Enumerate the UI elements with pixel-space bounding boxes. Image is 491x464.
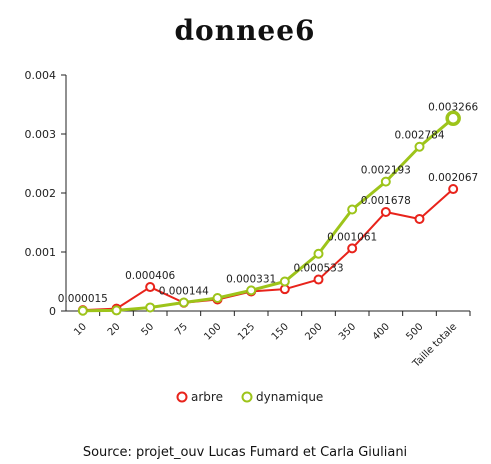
data-point-arbre (347, 243, 358, 254)
series-points (77, 110, 461, 316)
data-label-arbre: 0.000533 (293, 263, 343, 275)
data-label-dynamique: 0.002784 (394, 130, 444, 142)
legend-item-dynamique[interactable]: dynamique (241, 390, 324, 404)
data-point-dynamique (178, 297, 189, 308)
data-point-arbre (414, 213, 425, 224)
data-point-dynamique (111, 305, 122, 316)
series-line-arbre (82, 188, 454, 312)
data-label-arbre: 0.001061 (327, 231, 377, 243)
data-point-dynamique (347, 204, 358, 215)
y-tick-label: 0.002 (25, 187, 57, 200)
data-label-dynamique: 0.002193 (361, 165, 411, 177)
x-tick-label: 350 (337, 321, 358, 342)
legend-item-arbre[interactable]: arbre (176, 390, 223, 404)
data-label-dynamique: 0.003266 (428, 101, 478, 113)
data-point-dynamique (380, 176, 391, 187)
data-labels: 0.000015 0.000406 0.000533 0.001061 0.001678… (58, 101, 479, 305)
data-point-arbre (380, 206, 391, 217)
data-label-dynamique: 0.000331 (226, 273, 276, 285)
data-point-dynamique (313, 248, 324, 259)
y-tick-label: 0.001 (25, 246, 57, 259)
x-tick-label: 500 (404, 321, 425, 342)
y-tick-label: 0 (49, 305, 56, 318)
x-tick-label: 100 (202, 321, 223, 342)
x-tick-label: 400 (371, 321, 392, 342)
data-point-dynamique (145, 302, 156, 313)
x-tick-label: 10 (72, 321, 89, 338)
chart-source: Source: projet_ouv Lucas Fumard et Carla… (83, 445, 407, 460)
data-point-dynamique (246, 285, 257, 296)
chart-axes: 0 0.001 0.002 0.003 0.004 10 20 50 75 100 125 150 20… (25, 69, 471, 370)
data-label-arbre: 0.002067 (428, 172, 478, 184)
x-tick-label: 20 (106, 321, 123, 338)
data-point-dynamique (445, 110, 461, 127)
legend-marker (241, 391, 253, 403)
data-label-arbre: 0.000015 (58, 293, 108, 305)
legend-label: dynamique (256, 390, 323, 404)
x-tick-label: 50 (140, 321, 157, 338)
data-point-dynamique (414, 141, 425, 152)
series-lines (82, 117, 455, 313)
data-label-arbre: 0.000406 (125, 270, 175, 282)
data-label-dynamique: 0.000144 (159, 286, 209, 298)
x-tick-label: 200 (303, 321, 324, 342)
y-tick-label: 0.004 (25, 69, 57, 82)
data-point-dynamique (77, 305, 88, 316)
x-tick-label: 150 (270, 321, 291, 342)
legend-label: arbre (191, 390, 223, 404)
series-line-dynamique (82, 117, 455, 313)
data-point-dynamique (279, 276, 290, 287)
legend: arbre dynamique (176, 390, 324, 404)
chart-title: donnee6 (174, 14, 315, 47)
y-tick-label: 0.003 (25, 128, 57, 141)
x-tick-label: 125 (236, 321, 257, 342)
legend-marker (176, 391, 188, 403)
x-tick-label: 75 (173, 321, 190, 338)
data-point-arbre (448, 184, 459, 195)
data-point-dynamique (212, 293, 223, 304)
data-point-arbre (145, 282, 156, 293)
data-point-arbre (313, 274, 324, 285)
data-label-arbre: 0.001678 (361, 195, 411, 207)
